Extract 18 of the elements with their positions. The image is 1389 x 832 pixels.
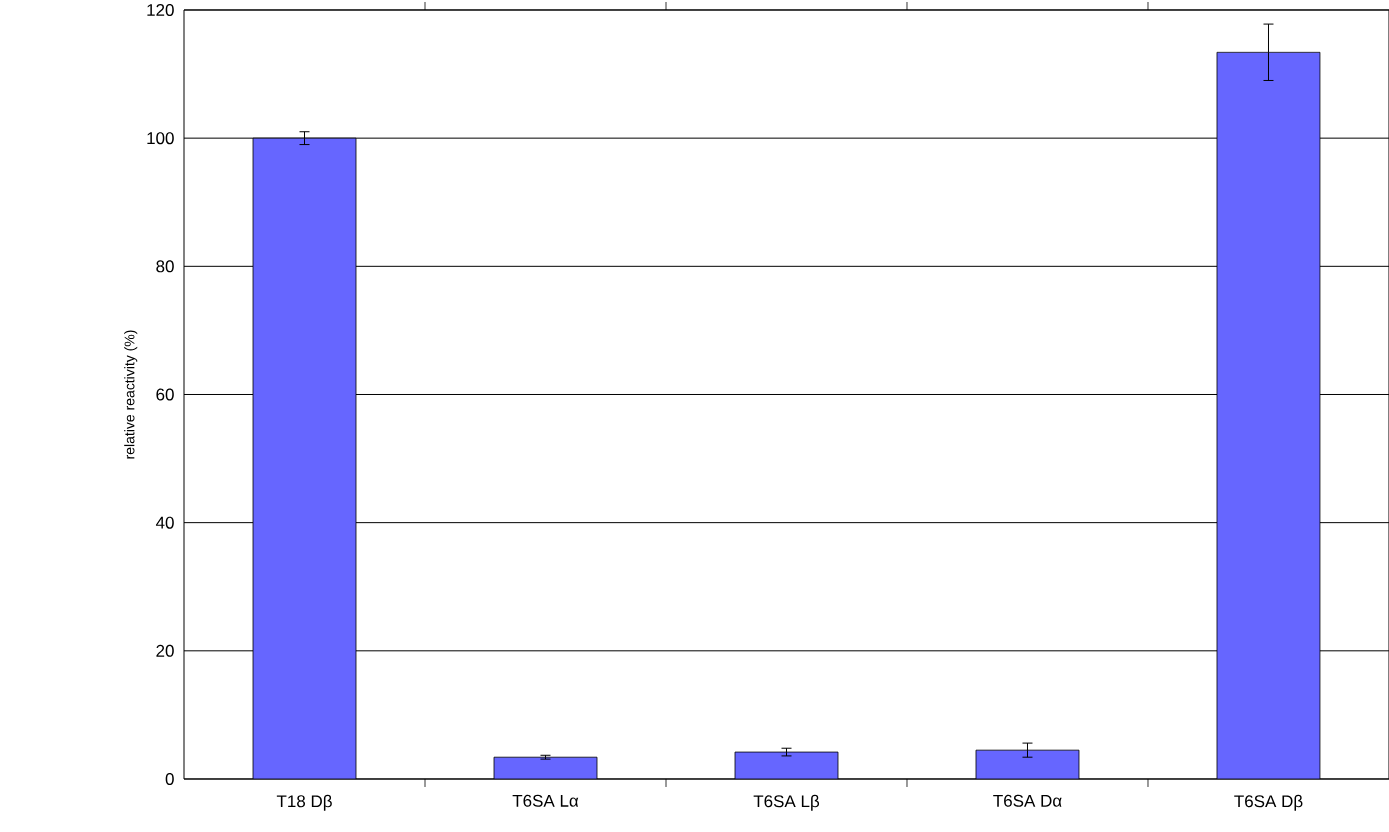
x-tick-label: T6SA Dβ — [1234, 794, 1303, 811]
y-tick-label: 40 — [155, 516, 174, 529]
x-tick-label: T6SA Lβ — [753, 794, 820, 811]
y-tick-label: 120 — [147, 3, 174, 17]
y-tick-label: 100 — [147, 132, 174, 145]
bar — [252, 137, 357, 779]
y-tick-label: 80 — [156, 260, 174, 273]
x-tick-label: T6SA Dα — [993, 794, 1062, 807]
bar — [734, 751, 839, 779]
x-tick-label: T18 Dβ — [276, 794, 332, 811]
bar — [1216, 51, 1321, 779]
bar — [493, 756, 598, 779]
x-tick-label: T6SA Lα — [512, 794, 579, 807]
y-axis-title: relative reactivity (%) — [124, 330, 138, 459]
bar — [975, 749, 1080, 779]
y-tick-label: 20 — [156, 644, 174, 657]
y-tick-label: 0 — [165, 772, 174, 786]
y-tick-label: 60 — [156, 388, 174, 401]
